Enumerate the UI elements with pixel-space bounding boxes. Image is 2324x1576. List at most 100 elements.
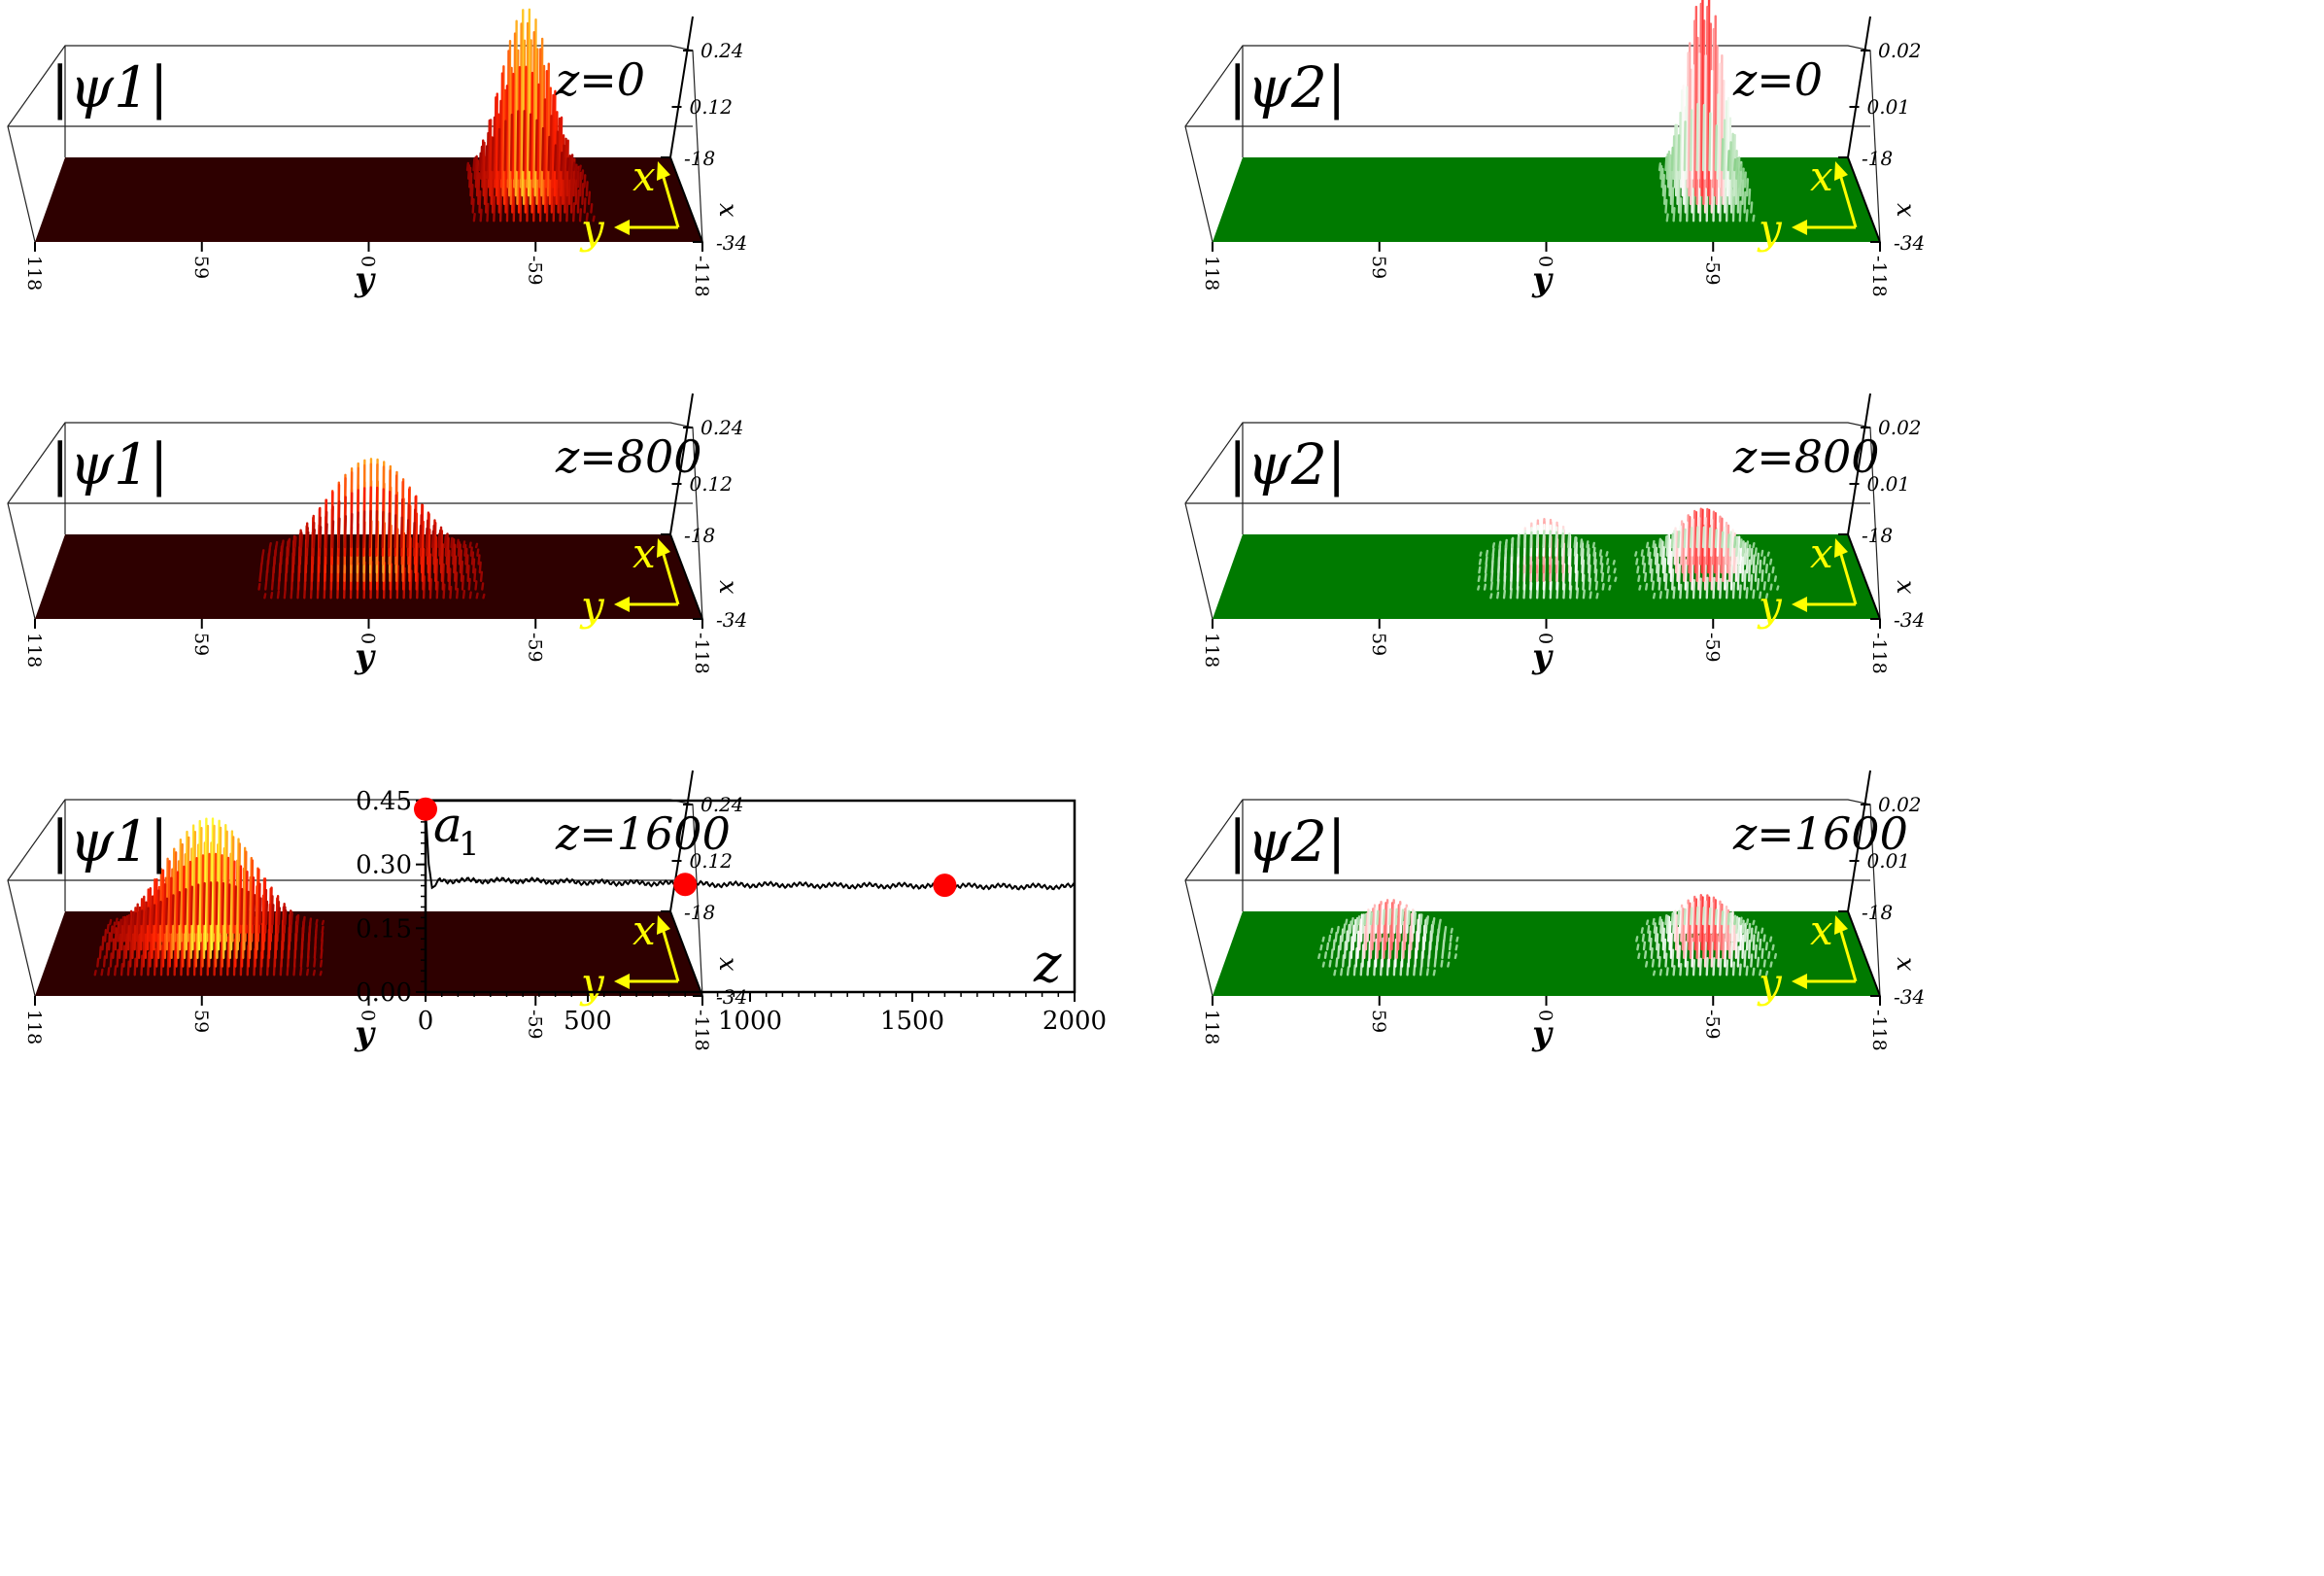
x-arrow-line <box>660 924 680 982</box>
spike <box>435 580 439 600</box>
spike <box>1721 531 1725 549</box>
spike <box>1741 167 1745 180</box>
spike <box>1764 593 1769 600</box>
spike <box>1738 584 1742 600</box>
spike <box>1745 586 1749 600</box>
spike <box>1523 532 1527 549</box>
spike <box>269 592 274 600</box>
spike <box>1690 109 1693 172</box>
spike <box>1582 589 1586 600</box>
spike <box>166 942 170 976</box>
spike <box>482 593 486 600</box>
spike <box>450 536 454 549</box>
spike <box>531 30 535 188</box>
spike <box>1448 942 1452 951</box>
spike <box>469 172 473 197</box>
spike <box>146 907 150 926</box>
spike <box>156 889 160 934</box>
field-label: |ψ2| <box>1228 54 1346 120</box>
spike <box>1586 540 1589 549</box>
z-label: z=1600 <box>1732 807 1908 860</box>
spike <box>1606 565 1611 574</box>
spike <box>221 881 225 926</box>
spike <box>1684 941 1688 968</box>
spike <box>343 515 348 549</box>
depth-axis-line <box>1847 156 1881 243</box>
spike <box>1674 531 1679 574</box>
spike <box>159 944 164 976</box>
spike <box>325 523 328 549</box>
spike <box>1672 586 1676 600</box>
spike <box>1656 933 1659 951</box>
spike <box>1567 533 1571 549</box>
spike <box>1650 568 1654 583</box>
spike <box>1391 899 1395 942</box>
spike <box>281 539 285 549</box>
spike <box>1589 591 1592 600</box>
spike <box>1719 577 1723 600</box>
x-arrow-head <box>1834 915 1848 935</box>
spike <box>1750 573 1754 591</box>
spike <box>508 39 512 197</box>
spike <box>592 215 596 223</box>
spike <box>1425 968 1429 976</box>
spike <box>1665 967 1669 976</box>
spike <box>1317 953 1321 960</box>
y-ticks: 118 59 0 -59 -118 <box>1201 242 1890 297</box>
spike <box>1677 564 1682 591</box>
spike <box>495 92 498 197</box>
spike <box>1743 569 1747 591</box>
spike <box>583 174 587 188</box>
spike <box>454 555 458 583</box>
spike <box>319 970 323 976</box>
spike <box>142 895 146 942</box>
spike <box>1721 138 1725 172</box>
spike <box>1728 531 1732 557</box>
spike <box>1677 909 1681 926</box>
spike <box>1756 931 1760 942</box>
spike <box>449 585 453 600</box>
depth-axis-line <box>669 910 703 997</box>
spike <box>1607 574 1611 583</box>
spike <box>513 32 517 188</box>
spike <box>1634 551 1638 557</box>
y-tick-label: -118 <box>691 1010 712 1051</box>
spike <box>1670 911 1674 926</box>
box-outline <box>1184 45 1881 243</box>
spike <box>1374 907 1378 934</box>
spike <box>1376 909 1380 926</box>
spike <box>478 561 482 574</box>
spike <box>1648 551 1652 565</box>
spike <box>292 965 296 976</box>
spike <box>1398 901 1402 942</box>
spike <box>1729 942 1734 968</box>
spike <box>587 190 592 206</box>
spike <box>498 99 502 180</box>
spike <box>442 583 446 600</box>
spike <box>1335 957 1339 968</box>
spike <box>137 906 142 934</box>
x-axis-label: z <box>1033 933 1062 994</box>
spike <box>140 954 144 976</box>
spike <box>1692 19 1696 188</box>
spike <box>173 939 177 976</box>
x-arrow-label: x <box>1810 530 1833 577</box>
spike <box>1664 572 1668 591</box>
spike <box>501 65 505 197</box>
depth-axis-label: x <box>1891 580 1920 595</box>
spike <box>1325 942 1330 951</box>
spike <box>1661 927 1665 951</box>
spike <box>96 957 100 968</box>
spike <box>463 543 467 557</box>
spike <box>1726 150 1730 172</box>
y-arrow-label: y <box>1757 959 1783 1007</box>
spike <box>1685 86 1689 180</box>
spike <box>1652 970 1657 976</box>
spike <box>481 582 485 591</box>
spike <box>1745 928 1750 951</box>
z-label: z=0 <box>555 53 645 106</box>
spike <box>1599 555 1603 565</box>
spike <box>264 581 268 591</box>
spike <box>150 895 154 934</box>
